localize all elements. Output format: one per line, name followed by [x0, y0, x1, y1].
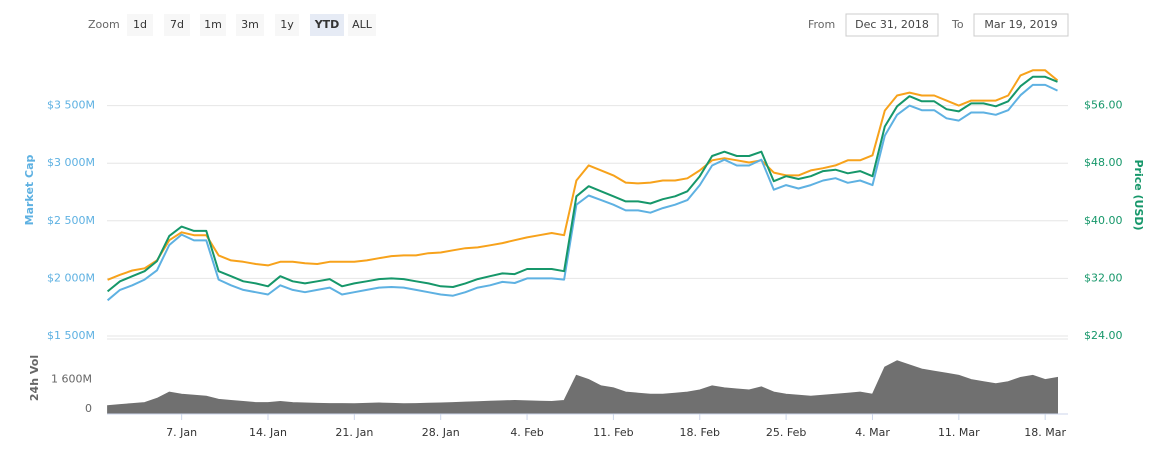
- x-tick-label: 4. Mar: [855, 426, 890, 439]
- x-tick-label: 11. Feb: [593, 426, 633, 439]
- x-tick-label: 18. Feb: [680, 426, 720, 439]
- zoom-button-label[interactable]: 1d: [133, 18, 147, 31]
- zoom-button[interactable]: [200, 14, 226, 36]
- x-tick-label: 11. Mar: [938, 426, 980, 439]
- y2-tick-label: $48.00: [1084, 156, 1123, 169]
- volume-axis-title: 24h Vol: [28, 355, 41, 401]
- from-label: From: [808, 18, 835, 31]
- y-tick-label: $1 500M: [47, 329, 95, 342]
- zoom-button[interactable]: [164, 14, 190, 36]
- zoom-button-label[interactable]: 7d: [170, 18, 184, 31]
- from-input[interactable]: [845, 13, 939, 37]
- x-tick-label: 18. Mar: [1024, 426, 1066, 439]
- y2-tick-label: $56.00: [1084, 99, 1123, 112]
- x-tick-label: 7. Jan: [166, 426, 197, 439]
- to-label: To: [951, 18, 964, 31]
- to-date[interactable]: Mar 19, 2019: [984, 18, 1057, 31]
- y2-tick-label: $32.00: [1084, 271, 1123, 284]
- x-tick-label: 25. Feb: [766, 426, 806, 439]
- y-tick-label: $2 000M: [47, 271, 95, 284]
- series-line: [106, 83, 1058, 302]
- zoom-button-label[interactable]: 3m: [241, 18, 259, 31]
- y-axis-title: Market Cap: [23, 155, 36, 226]
- zoom-label: Zoom: [88, 18, 120, 31]
- x-tick-label: 21. Jan: [335, 426, 373, 439]
- zoom-button[interactable]: [348, 14, 376, 36]
- y-tick-label: $3 500M: [47, 99, 95, 112]
- y2-axis-title: Price (USD): [1132, 159, 1145, 230]
- zoom-button-label[interactable]: ALL: [352, 18, 373, 31]
- series-line: [107, 69, 1059, 281]
- zoom-button[interactable]: [310, 14, 344, 36]
- x-tick-label: 4. Feb: [510, 426, 543, 439]
- zoom-button[interactable]: [127, 14, 153, 36]
- series-line: [106, 75, 1058, 293]
- to-input[interactable]: [973, 13, 1069, 37]
- y2-tick-label: $24.00: [1084, 329, 1123, 342]
- volume-tick-label: 0: [85, 402, 92, 415]
- zoom-button-label[interactable]: YTD: [314, 18, 340, 31]
- x-tick-label: 14. Jan: [249, 426, 287, 439]
- y-tick-label: $3 000M: [47, 156, 95, 169]
- x-tick-label: 28. Jan: [422, 426, 460, 439]
- y2-tick-label: $40.00: [1084, 214, 1123, 227]
- volume-tick-label: 1 600M: [51, 373, 92, 386]
- zoom-button-label[interactable]: 1m: [204, 18, 222, 31]
- zoom-button[interactable]: [236, 14, 264, 36]
- y-tick-label: $2 500M: [47, 214, 95, 227]
- volume-area: [107, 360, 1058, 414]
- zoom-button[interactable]: [275, 14, 299, 36]
- zoom-button-label[interactable]: 1y: [280, 18, 294, 31]
- from-date[interactable]: Dec 31, 2018: [855, 18, 929, 31]
